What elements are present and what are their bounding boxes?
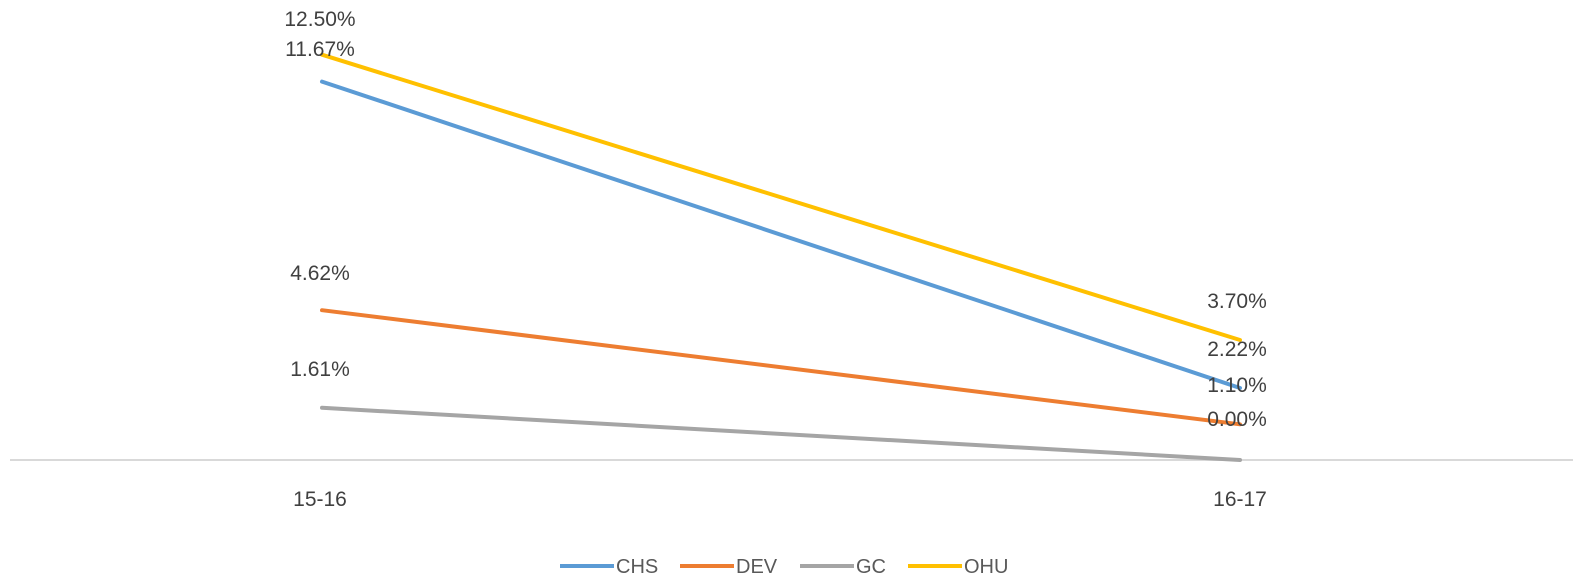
- series-layer: [320, 52, 1242, 462]
- series-line-dev: [320, 308, 1242, 427]
- data-label-dev-16-17: 1.10%: [1207, 374, 1267, 397]
- legend-item-dev: DEV: [680, 556, 778, 578]
- legend-item-gc: GC: [800, 556, 886, 578]
- legend-label-dev: DEV: [736, 556, 778, 578]
- data-label-gc-16-17: 0.00%: [1207, 408, 1267, 431]
- legend-label-gc: GC: [856, 556, 886, 578]
- data-label-dev-15-16: 4.62%: [290, 262, 350, 285]
- series-line-gc: [320, 405, 1242, 462]
- data-label-ohu-16-17: 3.70%: [1207, 290, 1267, 313]
- x-tick-label-16-17: 16-17: [1213, 488, 1267, 511]
- data-label-ohu-15-16: 12.50%: [284, 8, 355, 31]
- legend: CHS DEV GC OHU: [560, 556, 1008, 578]
- axis-layer: 15-16 16-17: [10, 459, 1573, 511]
- legend-label-chs: CHS: [616, 556, 658, 578]
- legend-label-ohu: OHU: [964, 556, 1008, 578]
- data-label-gc-15-16: 1.61%: [290, 358, 350, 381]
- data-label-layer: 11.67% 2.22% 4.62% 1.10% 1.61% 0.00% 12.50% 3.7…: [284, 8, 1266, 431]
- x-tick-label-15-16: 15-16: [293, 488, 347, 511]
- series-line-chs: [320, 79, 1242, 390]
- legend-item-ohu: OHU: [908, 556, 1008, 578]
- data-label-chs-16-17: 2.22%: [1207, 338, 1267, 361]
- data-label-chs-15-16: 11.67%: [285, 38, 355, 61]
- legend-item-chs: CHS: [560, 556, 658, 578]
- series-line-ohu: [320, 52, 1242, 342]
